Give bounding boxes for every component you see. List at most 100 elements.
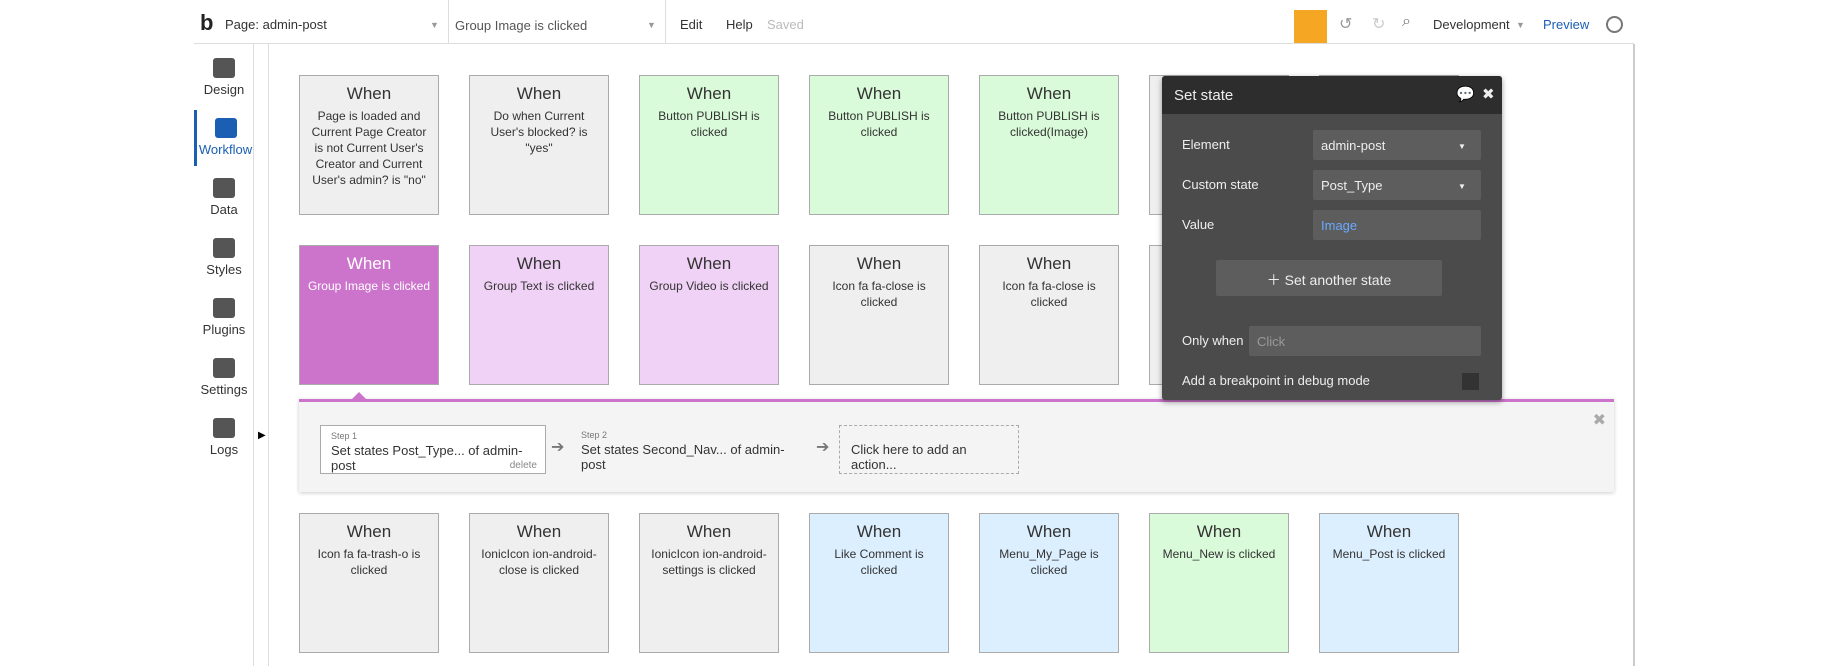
close-panel[interactable]: ✖	[1592, 412, 1606, 429]
event-card[interactable]: When Icon fa fa-trash-o is clicked	[299, 513, 439, 653]
event-card[interactable]: When Group Video is clicked	[639, 245, 779, 385]
preview[interactable]: Preview	[1543, 17, 1590, 32]
event-card[interactable]: When IonicIcon ion-android-close is click…	[469, 513, 609, 653]
step-number: Step 1	[331, 431, 358, 441]
field-label: Element	[1182, 137, 1230, 152]
event-title: When	[856, 522, 902, 541]
sidebar-item[interactable]: Logs	[194, 410, 254, 466]
page-selector[interactable]: Page: admin-post	[225, 17, 327, 32]
step-action: Set states Post_Type... of admin-post	[331, 443, 523, 473]
set-another-state[interactable]: ＋ Set another state	[1216, 260, 1442, 296]
event-label: IonicIcon ion-android-settings is clicke…	[651, 547, 767, 577]
breakpoint-checkbox[interactable]	[1462, 373, 1479, 390]
canvas-edge	[1633, 44, 1635, 666]
event-card[interactable]: When Group Image is clicked	[299, 245, 439, 385]
step[interactable]: Step 1 Set states Post_Type... of admin-…	[320, 425, 546, 474]
field-label: Value	[1182, 217, 1215, 232]
sidebar-icon	[213, 58, 235, 78]
sidebar-icon	[213, 178, 235, 198]
sidebar-icon	[213, 238, 235, 258]
event-card[interactable]: When Menu_Post is clicked	[1319, 513, 1459, 653]
divider	[448, 0, 449, 44]
event-label: Icon fa fa-close is clicked	[832, 279, 926, 309]
event-card[interactable]: When Button PUBLISH is clicked(Image)	[979, 75, 1119, 215]
event-card[interactable]: When Icon fa fa-close is clicked	[979, 245, 1119, 385]
event-card[interactable]: When Button PUBLISH is clicked	[639, 75, 779, 215]
set-state-popup: Set state 💬 ✖ Element admin-post Custom …	[1162, 76, 1502, 400]
step[interactable]: Step 2 Set states Second_Nav... of admin…	[571, 425, 797, 474]
event-card[interactable]: When Icon fa fa-close is clicked	[809, 245, 949, 385]
redo[interactable]: ↻	[1372, 16, 1386, 33]
menu-edit[interactable]: Edit	[680, 17, 703, 32]
event-title: When	[1196, 522, 1242, 541]
menu-help[interactable]: Help	[726, 17, 753, 32]
event-title: When	[346, 254, 392, 273]
event-label: Icon fa fa-trash-o is clicked	[317, 547, 421, 577]
only-when-input[interactable]: Click	[1249, 326, 1481, 356]
environment[interactable]: Development	[1433, 17, 1510, 32]
event-label: IonicIcon ion-android-close is clicked	[481, 547, 597, 577]
add-action[interactable]: Click here to add an action...	[839, 425, 1019, 474]
field-value[interactable]: Image	[1313, 210, 1481, 240]
sidebar-label: Logs	[209, 442, 239, 457]
popup-title: Set state	[1162, 76, 1502, 114]
sidebar-icon	[213, 298, 235, 318]
step-number: Step 2	[581, 430, 608, 440]
sidebar-item[interactable]: Styles	[194, 230, 254, 286]
event-label: Menu_My_Page is clicked	[999, 547, 1099, 577]
event-title: When	[686, 254, 732, 273]
event-label: Page is loaded and Current Page Creator …	[311, 109, 427, 187]
event-card[interactable]: When Do when Current User's blocked? is "…	[469, 75, 609, 215]
sidebar-icon	[213, 418, 235, 438]
event-card[interactable]: When Menu_New is clicked	[1149, 513, 1289, 653]
event-title: When	[516, 254, 562, 273]
sidebar-item[interactable]: Plugins	[194, 290, 254, 346]
sidebar-toggle[interactable]: ▶	[258, 430, 266, 441]
comment-icon[interactable]: 💬	[1456, 86, 1475, 103]
event-card[interactable]: When IonicIcon ion-android-settings is cl…	[639, 513, 779, 653]
breakpoint-label: Add a breakpoint in debug mode	[1182, 373, 1370, 388]
delete-step[interactable]: delete	[509, 460, 537, 471]
event-label: Menu_New is clicked	[1162, 547, 1276, 561]
sidebar-label: Settings	[200, 382, 248, 397]
step-action: Set states Second_Nav... of admin-post	[581, 442, 785, 472]
event-title: When	[1026, 84, 1072, 103]
field-value[interactable]: Post_Type	[1313, 170, 1481, 200]
arrow: ➔	[551, 439, 565, 456]
sidebar-icon	[213, 358, 235, 378]
event-selector[interactable]: Group Image is clicked	[455, 18, 588, 33]
sidebar-label: Data	[210, 202, 238, 217]
event-card[interactable]: When Page is loaded and Current Page Crea…	[299, 75, 439, 215]
sidebar-item[interactable]: Settings	[194, 350, 254, 406]
event-title: When	[856, 254, 902, 273]
event-card[interactable]: When Group Text is clicked	[469, 245, 609, 385]
event-label: Icon fa fa-close is clicked	[1002, 279, 1096, 309]
field-value[interactable]: admin-post	[1313, 130, 1481, 160]
gift-button[interactable]	[1294, 10, 1327, 43]
event-card[interactable]: When Button PUBLISH is clicked	[809, 75, 949, 215]
event-card[interactable]: When Menu_My_Page is clicked	[979, 513, 1119, 653]
event-label: Group Image is clicked	[307, 279, 431, 293]
field-label: Custom state	[1182, 177, 1259, 192]
event-label: Like Comment is clicked	[834, 547, 924, 577]
sidebar-item[interactable]: Data	[194, 170, 254, 226]
top-bar: b Page: admin-post ▼ Group Image is clic…	[194, 0, 1634, 44]
user-icon[interactable]	[1606, 16, 1623, 33]
event-title: When	[516, 522, 562, 541]
sidebar-item[interactable]: Workflow	[194, 110, 254, 166]
undo[interactable]: ↺	[1339, 16, 1353, 33]
event-title: When	[346, 84, 392, 103]
arrow: ➔	[816, 439, 830, 456]
close-popup[interactable]: ✖	[1482, 86, 1495, 103]
event-title: When	[856, 84, 902, 103]
event-label: Menu_Post is clicked	[1332, 547, 1446, 561]
event-card[interactable]: When Like Comment is clicked	[809, 513, 949, 653]
event-title: When	[1026, 522, 1072, 541]
workflow-panel: ✖ Step 1 Set states Post_Type... of admi…	[299, 392, 1614, 492]
sidebar-item[interactable]: Design	[194, 50, 254, 106]
canvas-edge	[268, 44, 269, 666]
event-title: When	[346, 522, 392, 541]
logo[interactable]: b	[200, 10, 214, 35]
sidebar-label: Plugins	[202, 322, 246, 337]
search[interactable]: ⌕	[1402, 13, 1411, 30]
